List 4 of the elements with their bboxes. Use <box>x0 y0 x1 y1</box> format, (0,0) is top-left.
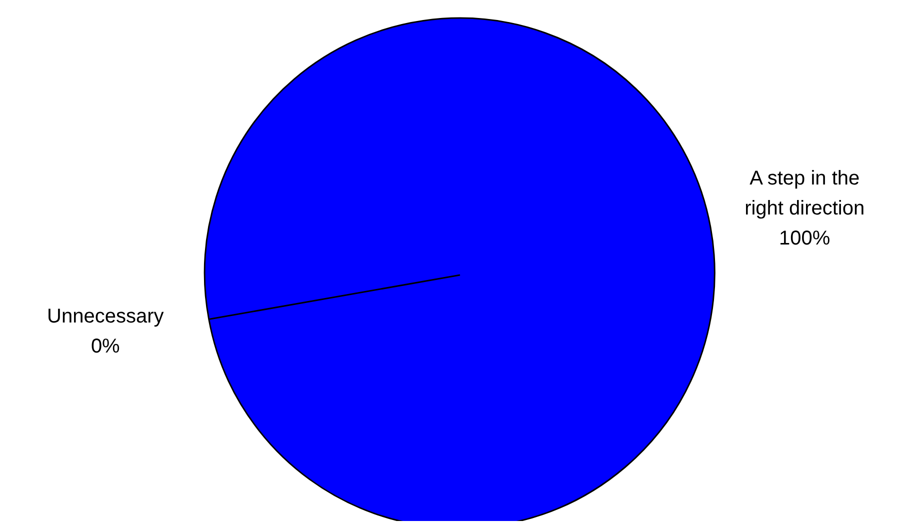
slice-label: A step in the right direction <box>744 167 865 220</box>
text: 0% <box>90 336 120 358</box>
data-label: 100% <box>779 227 830 250</box>
category-label: Unnecessary <box>47 306 164 328</box>
